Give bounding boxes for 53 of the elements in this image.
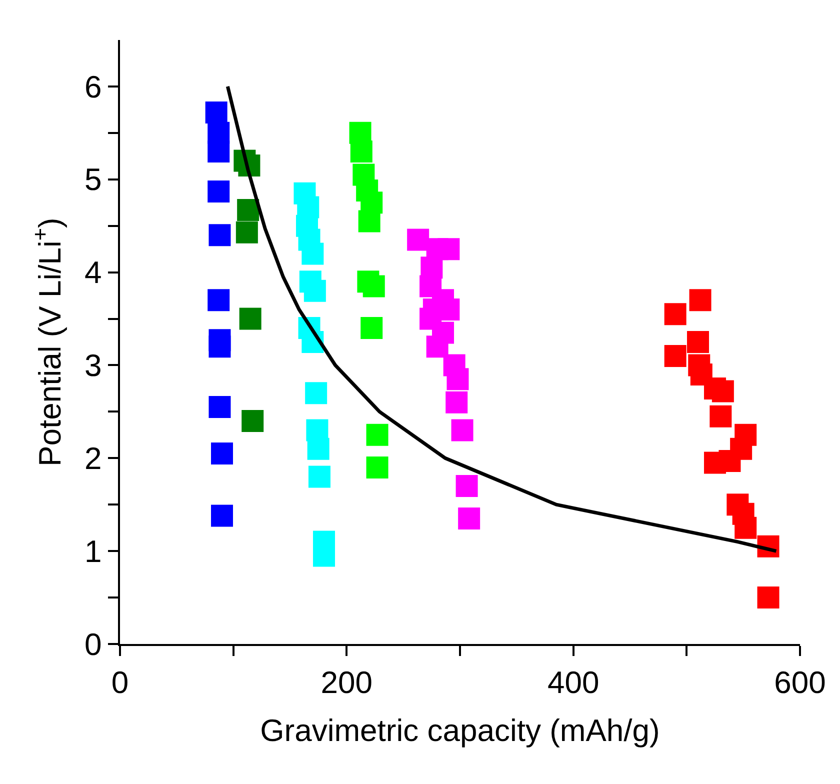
point [664, 303, 686, 326]
point [366, 424, 388, 446]
point [757, 586, 780, 609]
point [211, 504, 233, 527]
point [305, 382, 328, 404]
point [446, 368, 469, 390]
point [718, 450, 741, 472]
point [205, 101, 228, 124]
point [239, 308, 262, 330]
x-tick-label: 200 [320, 665, 373, 700]
point [208, 140, 230, 163]
point [446, 391, 468, 414]
point [208, 336, 231, 358]
point [237, 199, 260, 222]
point [362, 275, 385, 298]
y-tick-label: 0 [84, 626, 102, 662]
x-tick-label: 400 [547, 665, 600, 700]
point [350, 140, 372, 163]
point [664, 344, 686, 367]
point [211, 442, 233, 465]
point [687, 331, 709, 353]
point [458, 508, 480, 530]
point [304, 280, 326, 302]
y-tick-label: 2 [84, 441, 102, 476]
point [710, 405, 732, 428]
x-tick-label: 0 [111, 665, 129, 700]
point [302, 242, 324, 265]
point [456, 475, 478, 498]
point [689, 289, 712, 312]
y-tick-label: 5 [84, 162, 102, 198]
point [308, 466, 330, 488]
point [242, 410, 264, 432]
point [358, 210, 380, 232]
x-axis-title: Gravimetric capacity (mAh/g) [260, 712, 660, 748]
y-tick-label: 3 [84, 348, 102, 384]
y-tick-label: 1 [84, 534, 102, 569]
point [208, 224, 231, 246]
point [426, 336, 448, 358]
x-tick-label: 600 [774, 665, 826, 700]
point [712, 380, 734, 402]
point [208, 396, 231, 418]
point [208, 289, 230, 312]
point [451, 419, 474, 442]
point [208, 180, 230, 202]
point [307, 438, 330, 460]
y-tick-label: 6 [84, 69, 102, 104]
point [236, 221, 258, 244]
point [407, 228, 430, 251]
y-tick-label: 4 [84, 255, 102, 290]
point [438, 238, 460, 260]
point [366, 456, 388, 478]
point [360, 317, 383, 340]
point [734, 516, 757, 539]
